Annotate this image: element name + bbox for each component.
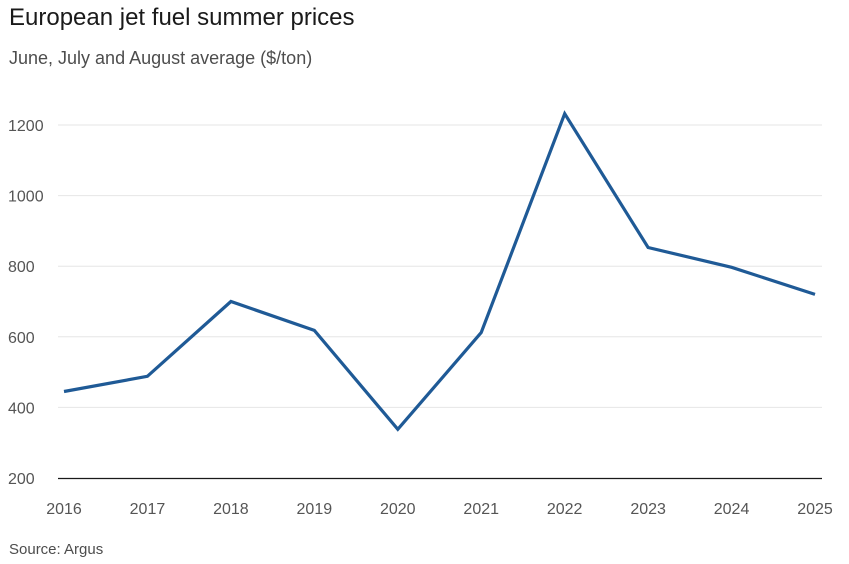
x-tick-label-2020: 2020 — [380, 501, 416, 518]
x-tick-labels: 2016 2017 2018 2019 2020 2021 2022 2023 2024 2025 — [46, 501, 833, 518]
x-tick-label-2021: 2021 — [463, 501, 499, 518]
gridlines — [58, 124, 822, 408]
y-tick-label-1000: 1000 — [8, 189, 44, 206]
source-note: Source: Argus — [9, 541, 104, 558]
chart-subtitle: June, July and August average ($/ton) — [9, 48, 313, 68]
y-tick-label-200: 200 — [8, 471, 35, 488]
x-tick-label-2022: 2022 — [547, 501, 583, 518]
x-tick-label-2017: 2017 — [130, 501, 166, 518]
y-tick-label-400: 400 — [8, 400, 35, 417]
chart-title: European jet fuel summer prices — [9, 4, 355, 31]
y-tick-labels: 200 400 600 800 1000 1200 — [8, 118, 44, 488]
x-tick-label-2019: 2019 — [297, 501, 333, 518]
x-tick-label-2016: 2016 — [46, 501, 82, 518]
series-layer — [63, 110, 816, 432]
y-tick-label-1200: 1200 — [8, 118, 44, 135]
x-tick-label-2025: 2025 — [797, 501, 833, 518]
y-tick-label-800: 800 — [8, 259, 35, 276]
y-tick-label-600: 600 — [8, 330, 35, 347]
x-tick-label-2018: 2018 — [213, 501, 249, 518]
x-tick-label-2024: 2024 — [714, 501, 750, 518]
series-line-0 — [63, 110, 816, 432]
x-tick-label-2023: 2023 — [630, 501, 666, 518]
